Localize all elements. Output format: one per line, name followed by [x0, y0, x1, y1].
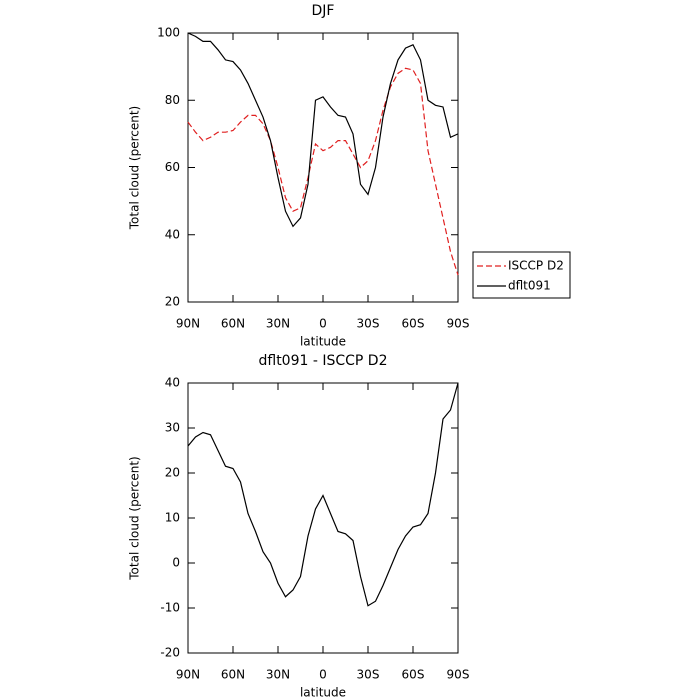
x-tick-label: 60N: [221, 317, 245, 331]
data-line: [187, 67, 459, 276]
y-tick-label: 60: [165, 160, 180, 174]
legend: ISCCP D2 dflt091: [472, 251, 571, 299]
x-tick-label: 90S: [447, 668, 470, 682]
y-tick-label: 0: [172, 556, 180, 570]
x-tick-label: 30N: [266, 317, 290, 331]
x-tick-label: 60S: [402, 317, 425, 331]
x-tick-label: 0: [319, 317, 327, 331]
y-tick-label: 10: [165, 511, 180, 525]
legend-label: dflt091: [508, 279, 551, 293]
plot-frame: [187, 32, 459, 303]
x-tick-label: 90N: [176, 668, 200, 682]
legend-label: ISCCP D2: [508, 259, 564, 273]
panel: DJF latitude Total cloud (percent) 90N 60N 30…: [128, 3, 571, 349]
y-tick-label: 30: [165, 421, 180, 435]
x-tick-label: 90S: [447, 317, 470, 331]
plot-frame: [187, 382, 459, 654]
y-tick-label: 40: [165, 227, 180, 241]
x-axis-label: latitude: [300, 335, 346, 349]
y-tick-label: -10: [160, 601, 180, 615]
legend-box: [472, 251, 571, 299]
x-tick-label: 30N: [266, 668, 290, 682]
y-tick-label: 40: [165, 376, 180, 390]
y-tick-label: 20: [165, 466, 180, 480]
x-tick-label: 30S: [357, 317, 380, 331]
y-axis-label: Total cloud (percent): [128, 106, 142, 230]
x-tick-label: 30S: [357, 668, 380, 682]
data-line: [187, 32, 459, 228]
y-axis-label: Total cloud (percent): [128, 456, 142, 580]
x-tick-label: 0: [319, 668, 327, 682]
panel: dflt091 - ISCCP D2 latitude Total cloud (p…: [128, 353, 470, 700]
x-tick-label: 90N: [176, 317, 200, 331]
y-tick-label: -20: [160, 646, 180, 660]
chart-title: dflt091 - ISCCP D2: [258, 353, 387, 369]
chart-title: DJF: [312, 3, 335, 19]
y-tick-label: 100: [157, 26, 180, 40]
y-tick-label: 20: [165, 295, 180, 309]
x-tick-label: 60S: [402, 668, 425, 682]
y-tick-label: 80: [165, 93, 180, 107]
x-tick-label: 60N: [221, 668, 245, 682]
x-axis-label: latitude: [300, 686, 346, 700]
data-line: [187, 382, 459, 607]
